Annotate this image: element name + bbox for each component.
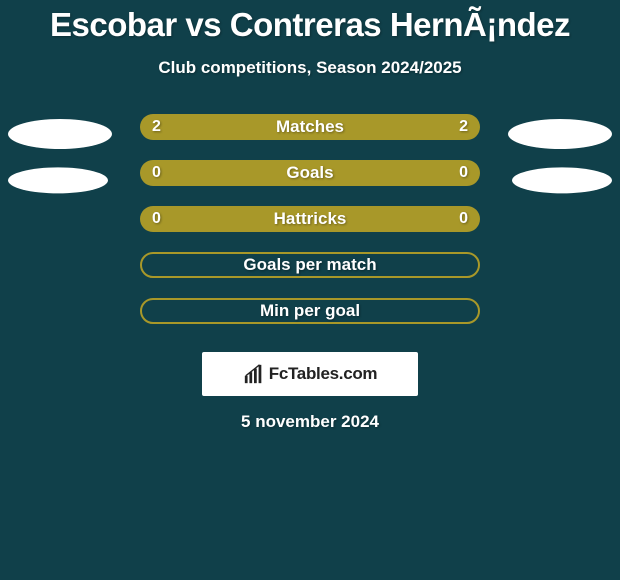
stat-value-left: 2 <box>152 114 161 140</box>
stat-bar: Goals 0 0 <box>140 160 480 186</box>
stat-label: Matches <box>276 117 344 137</box>
page-subtitle: Club competitions, Season 2024/2025 <box>0 58 620 78</box>
stat-label: Hattricks <box>274 209 347 229</box>
player-avatar-right <box>508 119 612 149</box>
stat-row: Goals 0 0 <box>0 160 620 206</box>
stat-bar: Goals per match <box>140 252 480 278</box>
stat-value-right: 2 <box>459 114 468 140</box>
stat-row: Goals per match <box>0 252 620 298</box>
stat-row: Matches 2 2 <box>0 114 620 160</box>
stat-label: Min per goal <box>260 301 360 321</box>
stats-container: Matches 2 2 Goals 0 0 Hattricks 0 0 Goals per mat… <box>0 114 620 344</box>
player-avatar-left <box>8 119 112 149</box>
stat-row: Hattricks 0 0 <box>0 206 620 252</box>
stat-label: Goals per match <box>243 255 376 275</box>
stat-bar: Hattricks 0 0 <box>140 206 480 232</box>
stat-value-left: 0 <box>152 160 161 186</box>
brand-box: FcTables.com <box>202 352 418 396</box>
stat-bar: Matches 2 2 <box>140 114 480 140</box>
page-date: 5 november 2024 <box>0 412 620 432</box>
brand-icon <box>243 363 265 385</box>
stat-value-right: 0 <box>459 206 468 232</box>
page-title: Escobar vs Contreras HernÃ¡ndez <box>0 0 620 44</box>
player-avatar-right <box>512 167 612 193</box>
player-avatar-left <box>8 167 108 193</box>
brand-text: FcTables.com <box>269 364 378 384</box>
stat-bar: Min per goal <box>140 298 480 324</box>
stat-row: Min per goal <box>0 298 620 344</box>
stat-value-left: 0 <box>152 206 161 232</box>
stat-label: Goals <box>286 163 333 183</box>
stat-value-right: 0 <box>459 160 468 186</box>
